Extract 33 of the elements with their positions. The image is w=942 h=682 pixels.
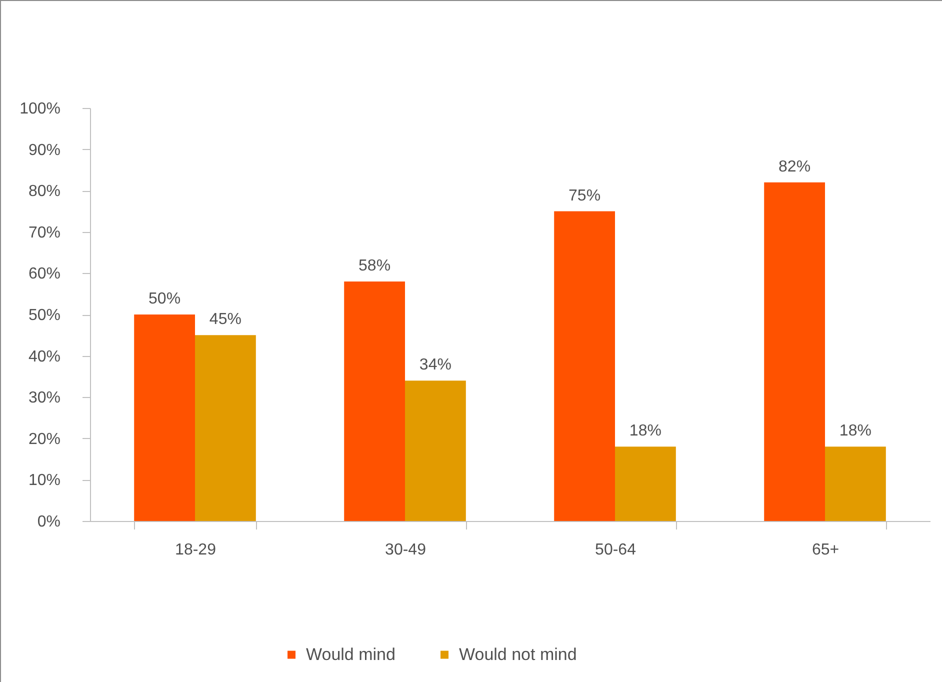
bar	[405, 380, 466, 521]
bar	[825, 446, 886, 521]
y-tick-label: 100%	[20, 100, 60, 118]
legend-label: Would not mind	[459, 644, 577, 664]
x-tick-label: 50-64	[595, 542, 636, 558]
data-label: 50%	[148, 290, 181, 308]
bar	[134, 314, 195, 521]
data-label: 18%	[629, 422, 662, 440]
x-tick-label: 18-29	[175, 542, 216, 558]
data-label: 45%	[209, 311, 242, 328]
y-tick-label: 30%	[28, 390, 60, 407]
y-tick-label: 90%	[28, 142, 60, 159]
data-label: 18%	[839, 422, 872, 440]
y-tick-label: 0%	[37, 514, 60, 530]
y-tick-label: 20%	[28, 430, 60, 448]
data-label: 82%	[778, 158, 811, 176]
bar	[764, 182, 825, 521]
legend-label: Would mind	[306, 644, 396, 664]
y-tick-label: 50%	[28, 307, 60, 324]
y-tick-label: 40%	[28, 348, 60, 366]
data-label: 58%	[358, 257, 391, 274]
data-label: 34%	[419, 356, 452, 374]
bar	[615, 446, 676, 521]
y-tick-label: 10%	[28, 472, 60, 490]
bar	[344, 281, 405, 521]
y-tick-label: 60%	[28, 266, 60, 283]
bar	[195, 335, 256, 521]
x-tick-label: 30-49	[385, 542, 426, 558]
x-tick-label: 65+	[812, 542, 840, 558]
y-tick-label: 70%	[28, 224, 60, 242]
bar	[554, 211, 615, 521]
data-label: 75%	[568, 187, 601, 204]
y-tick-label: 80%	[28, 183, 60, 200]
